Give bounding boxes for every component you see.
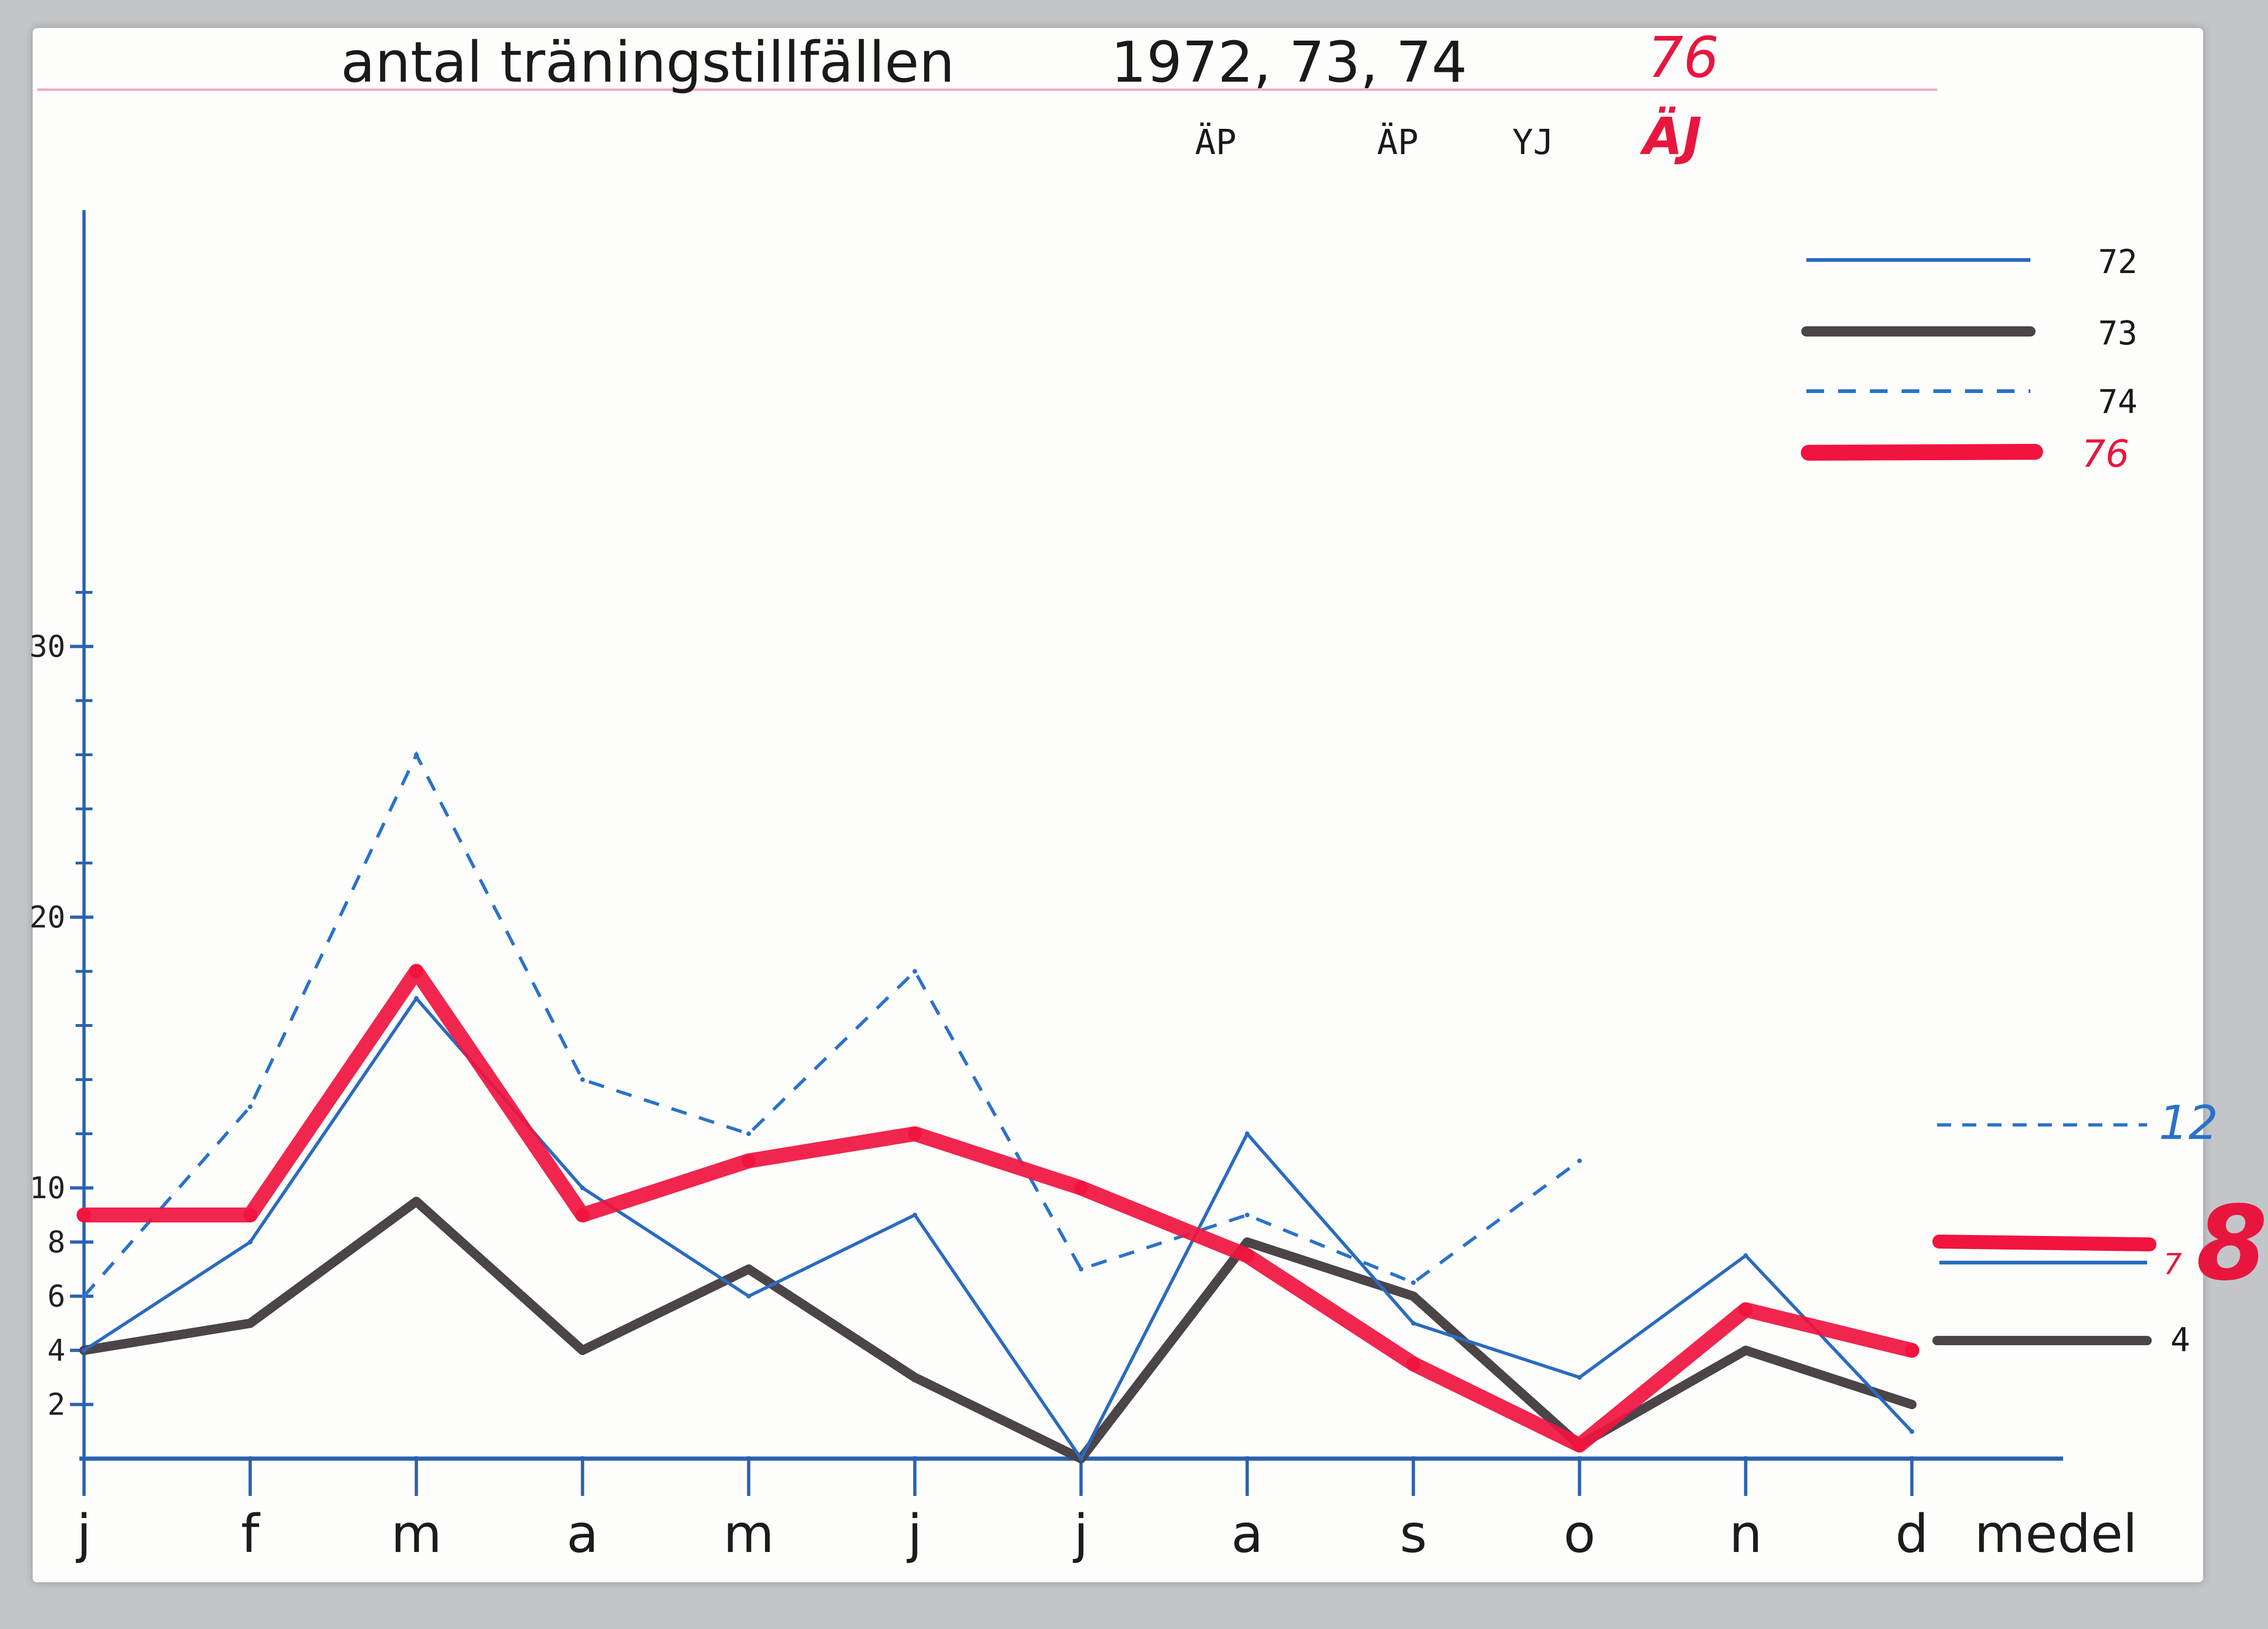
y-axis-ticks: 2 4 6 8 10 20 30 (29, 591, 93, 1422)
data-point-76 (1074, 1181, 1088, 1195)
legend-label-73: 73 (2098, 314, 2137, 352)
data-point-74 (1411, 1280, 1416, 1285)
data-point-72 (1411, 1321, 1416, 1326)
data-point-74 (1245, 1213, 1250, 1217)
x-tick-label: m (723, 1504, 774, 1565)
data-point-73 (1741, 1346, 1750, 1355)
data-point-72 (1245, 1131, 1250, 1136)
initials-72: ÄP (1195, 122, 1236, 162)
data-point-73 (246, 1319, 255, 1328)
data-point-76 (576, 1208, 590, 1222)
x-label-medel: medel (1974, 1504, 2137, 1565)
series-line-74 (83, 751, 1581, 1298)
initials-74: YJ (1512, 122, 1554, 162)
chart-title: antal träningstillfällen (341, 30, 955, 95)
data-point-76 (243, 1208, 257, 1222)
legend-label-72: 72 (2098, 243, 2137, 281)
data-point-74 (746, 1131, 751, 1136)
data-point-76 (1240, 1249, 1254, 1263)
data-point-72 (1079, 1456, 1083, 1461)
data-point-72 (913, 1213, 917, 1217)
data-point-74 (1079, 1267, 1083, 1271)
data-point-74 (414, 752, 419, 757)
y-tick-label: 4 (47, 1334, 65, 1368)
initials-76: ÄJ (1639, 106, 1702, 166)
x-tick-label: j (1072, 1504, 1088, 1565)
data-point-76 (409, 964, 423, 978)
legend-label-76: 76 (2082, 432, 2129, 476)
data-point-76 (742, 1154, 756, 1168)
y-tick-label: 10 (29, 1171, 65, 1206)
average-label-76: 8 (2196, 1184, 2268, 1303)
chart-card (33, 28, 2203, 1582)
x-tick-label: d (1895, 1504, 1928, 1565)
binder-hole (2236, 1074, 2264, 1144)
data-point-73 (1243, 1237, 1252, 1247)
y-tick-label: 8 (47, 1225, 65, 1260)
data-point-74 (580, 1077, 585, 1082)
data-point-72 (580, 1186, 585, 1190)
y-tick-label: 6 (47, 1279, 65, 1314)
binder-hole (2236, 840, 2264, 910)
x-tick-label: o (1564, 1504, 1596, 1565)
data-point-72 (82, 1348, 86, 1353)
chart-years: 1972, 73, 74 (1111, 30, 1467, 95)
average-label-74: 12 (2159, 1095, 2218, 1150)
chart-added-year: 76 (1648, 26, 1719, 91)
series-layer (77, 751, 1919, 1463)
data-point-73 (412, 1197, 421, 1206)
x-tick-label: j (906, 1504, 922, 1565)
average-label-72: 7 (2163, 1247, 2182, 1281)
data-point-76 (1739, 1303, 1753, 1317)
legend-swatch-76 (1801, 444, 2043, 461)
series-line-76 (77, 964, 1919, 1453)
legend-label-74: 74 (2098, 383, 2137, 421)
y-tick-label: 20 (29, 900, 65, 935)
series-line-72 (83, 996, 1913, 1462)
average-swatch-76 (1932, 1235, 2156, 1251)
data-point-72 (1910, 1429, 1914, 1434)
data-point-74 (913, 969, 917, 974)
data-point-73 (910, 1373, 920, 1382)
x-tick-label: f (241, 1504, 260, 1565)
data-point-76 (77, 1208, 91, 1222)
average-label-73: 4 (2170, 1321, 2190, 1359)
data-point-72 (248, 1240, 253, 1244)
data-point-76 (1573, 1438, 1587, 1452)
data-point-73 (744, 1264, 753, 1274)
data-point-76 (908, 1127, 922, 1141)
data-point-74 (248, 1104, 253, 1109)
averages: 12 8 7 4 (1932, 1095, 2268, 1359)
data-point-73 (1907, 1400, 1917, 1409)
x-tick-label: m (391, 1504, 442, 1565)
data-point-76 (1406, 1357, 1420, 1371)
x-tick-label: s (1400, 1504, 1427, 1565)
data-point-73 (578, 1346, 587, 1355)
data-point-76 (1905, 1343, 1919, 1357)
x-tick-label: a (567, 1504, 599, 1565)
y-tick-label: 30 (29, 630, 65, 664)
data-point-74 (82, 1294, 86, 1299)
series-line-73 (79, 1197, 1917, 1463)
x-tick-label: a (1231, 1504, 1264, 1565)
y-tick-label: 2 (47, 1388, 65, 1422)
data-point-72 (746, 1294, 751, 1299)
initials-73: ÄP (1377, 122, 1418, 162)
data-point-72 (414, 996, 419, 1001)
data-point-72 (1577, 1375, 1582, 1380)
data-point-73 (1409, 1292, 1418, 1301)
x-tick-label: n (1729, 1504, 1762, 1565)
data-point-74 (1577, 1159, 1582, 1163)
legend: 72 73 74 76 (1801, 243, 2137, 476)
data-point-72 (1743, 1253, 1748, 1258)
x-tick-label: j (75, 1504, 91, 1565)
